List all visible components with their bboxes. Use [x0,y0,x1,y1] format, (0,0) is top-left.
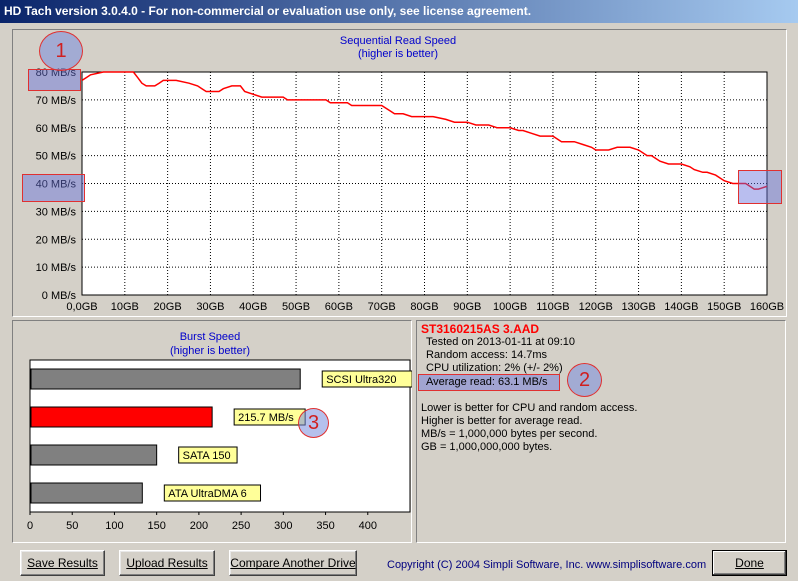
burst-bar-label-box [163,484,262,502]
seq-y-tick-label: 30 MB/s [36,206,77,218]
burst-bar [30,482,143,504]
seq-x-tick-label: 10GB [111,301,139,313]
seq-y-tick-label: 20 MB/s [36,234,77,246]
burst-bar-label: ATA UltraDMA 6 [168,488,246,500]
y-tick-40-highlight [22,174,85,202]
burst-bar-label-box [178,446,238,464]
burst-x-tick-label: 400 [359,520,377,532]
seq-y-tick-label: 70 MB/s [36,95,77,107]
seq-y-tick-label: 10 MB/s [36,262,77,274]
seq-x-tick-label: 70GB [368,301,396,313]
seq-x-tick-label: 120GB [579,301,613,313]
done-button[interactable]: Done [712,550,787,576]
burst-bar-label: 215.7 MB/s [238,412,294,424]
burst-speed-chart: Burst Speed (higher is better) 0 50 100 150 20… [27,331,412,532]
random-access: Random access: 14.7ms [426,349,548,361]
burst-chart-subtitle: (higher is better) [170,345,250,357]
burst-x-tick-label: 150 [147,520,165,532]
seq-x-tick-label: 60GB [325,301,353,313]
burst-x-tick-label: 0 [27,520,33,532]
seq-x-tick-label: 150GB [707,301,741,313]
seq-y-tick-label: 0 MB/s [42,290,77,302]
burst-bar [30,406,213,428]
seq-x-tick-label: 110GB [536,301,569,313]
annotation-marker-1: 1 [39,31,83,71]
burst-x-tick-label: 250 [232,520,250,532]
seq-x-tick-label: 80GB [410,301,438,313]
seq-x-tick-label: 40GB [239,301,267,313]
seq-x-tick-label: 50GB [282,301,310,313]
line-end-highlight [738,170,782,204]
seq-x-tick-label: 160GB [750,301,784,313]
sequential-read-panel [12,29,787,317]
seq-x-tick-label: 100GB [493,301,527,313]
seq-x-tick-label: 20GB [154,301,182,313]
burst-bar-label: SCSI Ultra320 [326,374,396,386]
window-title: HD Tach version 3.0.4.0 - For non-commer… [0,0,798,23]
tested-on: Tested on 2013-01-11 at 09:10 [426,336,576,348]
seq-y-tick-label: 50 MB/s [36,151,77,163]
note-gb: GB = 1,000,000,000 bytes. [421,441,553,453]
copyright-text: Copyright (C) 2004 Simpli Software, Inc.… [387,559,707,571]
seq-x-tick-label: 140GB [664,301,698,313]
seq-x-tick-label: 90GB [453,301,481,313]
burst-x-tick-label: 100 [105,520,123,532]
seq-chart-subtitle: (higher is better) [358,48,438,60]
note-read: Higher is better for average read. [421,415,583,427]
annotation-marker-3: 3 [298,408,329,438]
burst-x-tick-label: 350 [316,520,334,532]
burst-chart-title: Burst Speed [180,331,241,343]
y-tick-80-highlight [28,69,81,91]
compare-another-drive-button[interactable]: Compare Another Drive [229,550,357,576]
results-panel [416,320,786,543]
burst-x-tick-label: 50 [66,520,78,532]
drive-name: ST3160215AS 3.AAD [421,322,540,336]
seq-x-tick-label: 30GB [196,301,224,313]
sequential-read-chart: Sequential Read Speed(higher is better) 0… [36,35,784,313]
seq-y-tick-label: 60 MB/s [36,123,77,135]
cpu-utilization: CPU utilization: 2% (+/- 2%) [426,362,563,374]
note-cpu: Lower is better for CPU and random acces… [421,402,638,414]
burst-bar-label: SATA 150 [183,450,231,462]
seq-y-tick-label: 40 MB/s [36,179,77,191]
seq-x-tick-label: 0,0GB [66,301,97,313]
burst-x-tick-label: 300 [274,520,292,532]
upload-results-button[interactable]: Upload Results [119,550,215,576]
burst-bar-label-box [321,370,412,388]
burst-speed-panel [12,320,412,543]
seq-read-speed-line [81,71,768,190]
burst-x-tick-label: 200 [190,520,208,532]
burst-bar [30,444,158,466]
average-read: Average read: 63.1 MB/s [426,376,548,388]
seq-chart-title: Sequential Read Speed [340,35,456,47]
seq-x-tick-label: 130GB [621,301,655,313]
annotation-marker-2: 2 [567,363,602,397]
burst-bar [30,368,301,390]
note-mbs: MB/s = 1,000,000 bytes per second. [421,428,598,440]
save-results-button[interactable]: Save Results [20,550,105,576]
average-read-highlight [418,374,560,391]
